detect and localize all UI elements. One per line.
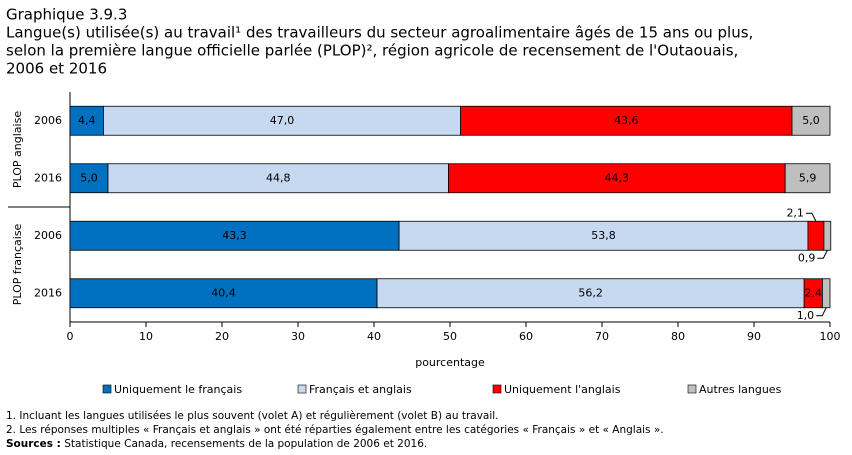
legend-swatch xyxy=(492,384,502,394)
source-label: Sources : xyxy=(6,438,61,450)
x-tick-label: 90 xyxy=(747,330,761,343)
bar-segment xyxy=(376,278,805,309)
x-tick-label: 60 xyxy=(519,330,533,343)
x-tick-label: 10 xyxy=(139,330,153,343)
x-tick-label: 50 xyxy=(443,330,457,343)
value-label: 2,1 xyxy=(786,206,804,219)
bar-segment xyxy=(398,220,809,251)
source-text: Statistique Canada, recensements de la p… xyxy=(64,438,427,450)
bar-segment xyxy=(807,220,825,251)
x-tick-label: 80 xyxy=(671,330,685,343)
legend-swatch xyxy=(687,384,697,394)
legend-label: Autres langues xyxy=(699,383,782,396)
value-label: 5,0 xyxy=(80,171,98,184)
value-label: 40,4 xyxy=(211,286,236,299)
group-label: PLOP anglaise xyxy=(11,111,24,188)
value-label: 56,2 xyxy=(578,286,603,299)
bar-segment xyxy=(107,163,449,194)
value-label: 44,8 xyxy=(266,171,291,184)
value-label: 1,0 xyxy=(797,309,815,322)
chart-subtitle: Langue(s) utilisée(s) au travail¹ des tr… xyxy=(6,24,753,42)
legend-swatch xyxy=(102,384,112,394)
bar-segment xyxy=(69,163,109,194)
bar-segment xyxy=(784,163,831,194)
legend-label: Uniquement le français xyxy=(114,383,242,396)
legend-label: Uniquement l'anglais xyxy=(504,383,621,396)
y-tick-label: 2006 xyxy=(34,229,62,242)
bar-segment xyxy=(69,278,378,309)
y-tick-label: 2016 xyxy=(34,171,62,184)
value-label: 44,3 xyxy=(605,171,630,184)
note: 2. Les réponses multiples « Français et … xyxy=(6,424,664,436)
callout-line xyxy=(805,212,817,222)
bar-segment xyxy=(448,163,786,194)
source: Sources : Statistique Canada, recensemen… xyxy=(6,438,427,450)
x-tick-label: 100 xyxy=(820,330,841,343)
y-tick-label: 2006 xyxy=(34,114,62,127)
value-label: 47,0 xyxy=(270,114,295,127)
value-label: 2,4 xyxy=(805,286,823,299)
note: 1. Incluant les langues utilisées le plu… xyxy=(6,410,499,422)
chart-subtitle: 2006 et 2016 xyxy=(6,60,107,78)
value-label: 53,8 xyxy=(591,229,616,242)
value-label: 43,6 xyxy=(614,114,639,127)
value-label: 5,0 xyxy=(802,114,820,127)
y-tick-label: 2016 xyxy=(34,286,62,299)
bar-segment xyxy=(791,105,831,136)
chart-title: Graphique 3.9.3 xyxy=(6,6,127,24)
x-axis-label: pourcentage xyxy=(415,356,485,369)
bar-segment xyxy=(103,105,462,136)
group-label: PLOP française xyxy=(11,223,24,305)
x-tick-label: 0 xyxy=(67,330,74,343)
bar-segment xyxy=(823,220,832,251)
legend-label: Français et anglais xyxy=(309,383,412,396)
value-label: 4,4 xyxy=(78,114,96,127)
bar-segment xyxy=(69,220,400,251)
bar-segment xyxy=(460,105,793,136)
x-tick-label: 70 xyxy=(595,330,609,343)
chart-subtitle: selon la première langue officielle parl… xyxy=(6,42,738,60)
x-tick-label: 20 xyxy=(215,330,229,343)
x-tick-label: 40 xyxy=(367,330,381,343)
bar-segment xyxy=(822,278,831,309)
legend-swatch xyxy=(297,384,307,394)
value-label: 5,9 xyxy=(799,171,817,184)
value-label: 0,9 xyxy=(798,251,816,264)
callout-line xyxy=(816,307,827,317)
callout-line xyxy=(817,250,828,259)
value-label: 43,3 xyxy=(222,229,247,242)
x-tick-label: 30 xyxy=(291,330,305,343)
